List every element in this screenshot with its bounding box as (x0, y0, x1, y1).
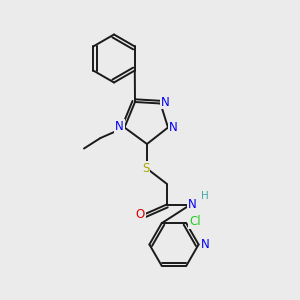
Text: N: N (161, 95, 170, 109)
Text: O: O (136, 208, 145, 221)
Text: N: N (169, 121, 178, 134)
Text: S: S (142, 162, 149, 175)
Text: N: N (188, 197, 196, 211)
Text: H: H (201, 191, 209, 201)
Text: N: N (115, 119, 124, 133)
Text: N: N (201, 238, 210, 251)
Text: Cl: Cl (189, 215, 200, 228)
